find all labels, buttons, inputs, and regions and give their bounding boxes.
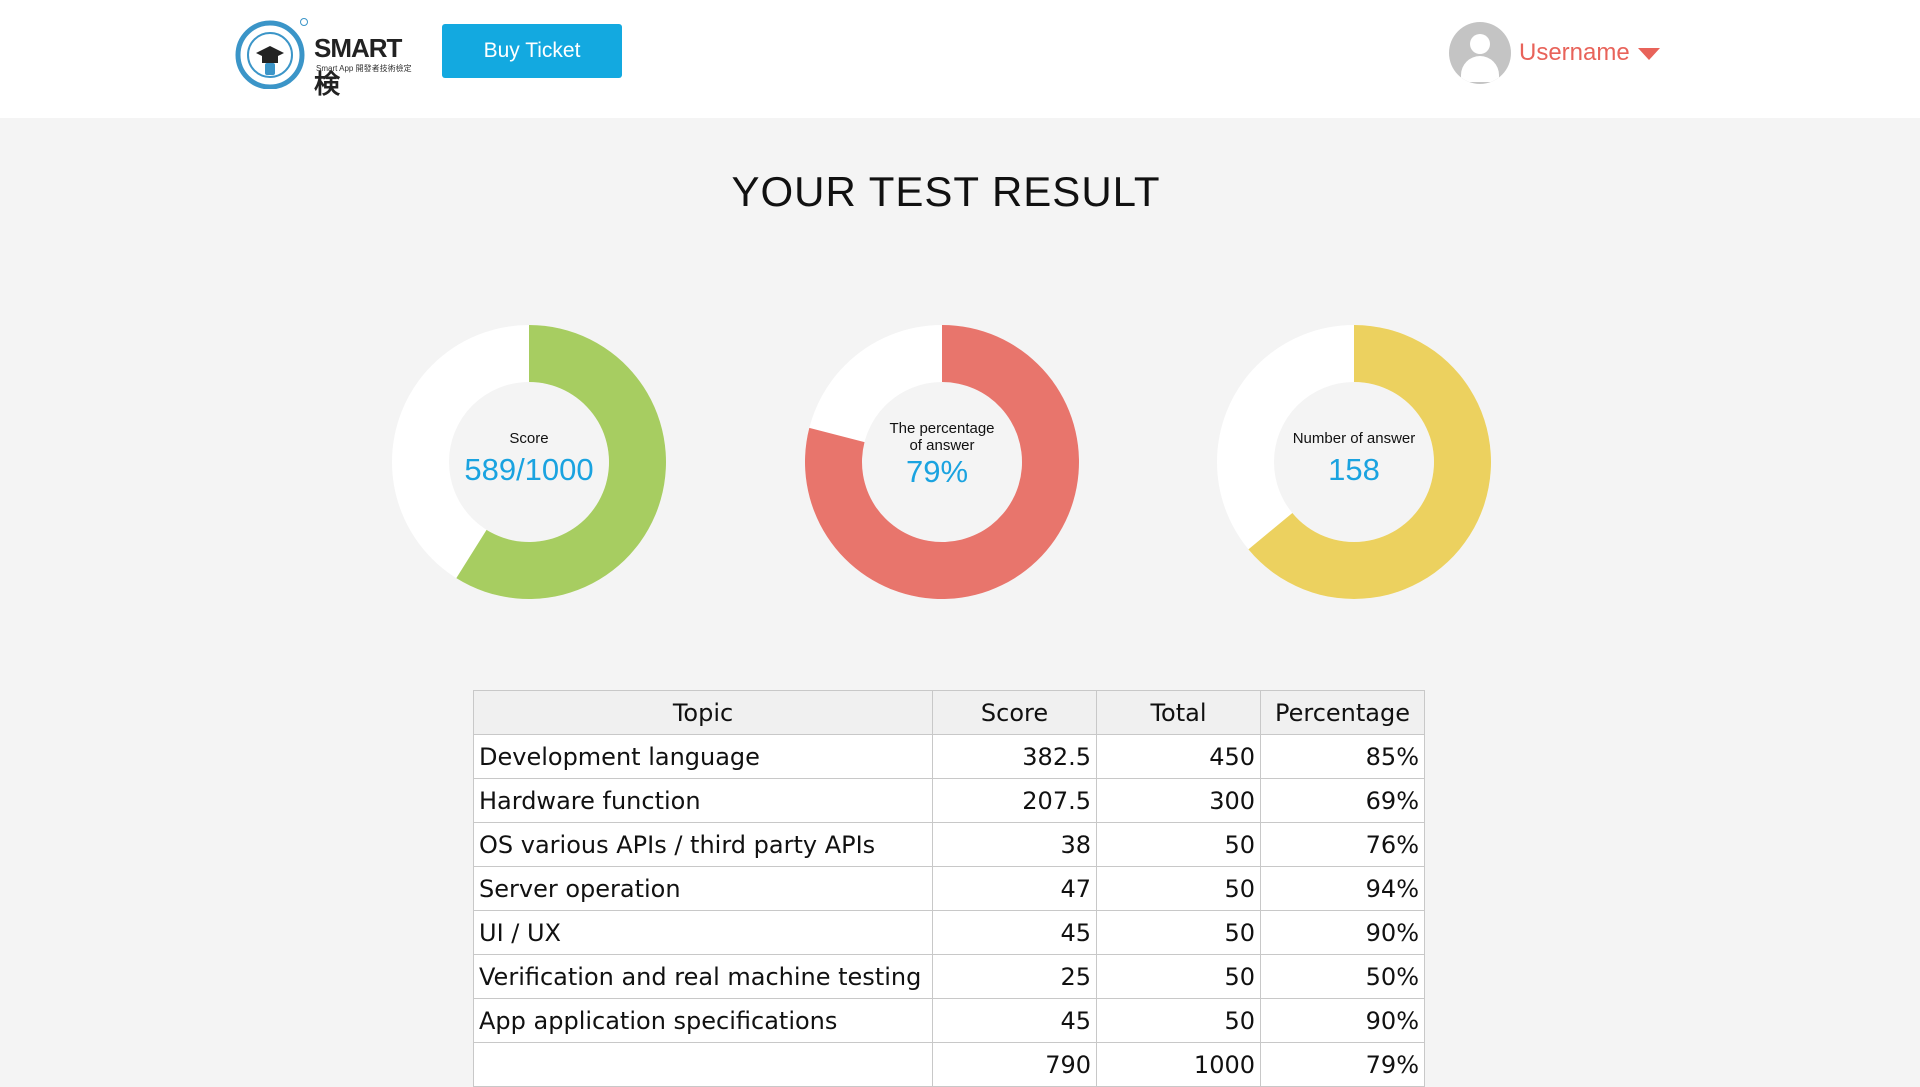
logo-subtitle: Smart App 開發者技術檢定: [316, 64, 412, 73]
table-row: UI / UX 45 50 90%: [473, 910, 1425, 955]
cell-score: 45: [932, 998, 1097, 1043]
username-label[interactable]: Username: [1519, 39, 1630, 66]
table-total-row: 790 1000 79%: [473, 1042, 1425, 1087]
result-table: Topic Score Total Percentage Development…: [473, 690, 1425, 1087]
table-row: Hardware function 207.5 300 69%: [473, 778, 1425, 823]
cell-total: 450: [1096, 734, 1261, 779]
header-topic: Topic: [473, 690, 933, 735]
top-header: SMART検 Smart App 開發者技術檢定 Buy Ticket User…: [0, 0, 1920, 118]
cell-topic: Server operation: [473, 866, 933, 911]
user-menu[interactable]: Username: [1449, 22, 1660, 84]
cell-total: 50: [1096, 822, 1261, 867]
percentage-label-line2: of answer: [909, 437, 975, 454]
percentage-label-line1: The percentage: [889, 420, 995, 437]
answers-label: Number of answer: [1292, 430, 1416, 447]
cell-topic: App application specifications: [473, 998, 933, 1043]
donut-segment: [1248, 325, 1491, 599]
cell-percentage: 90%: [1260, 998, 1425, 1043]
cell-score: 45: [932, 910, 1097, 955]
cell-percentage: 69%: [1260, 778, 1425, 823]
donut-segment: [456, 325, 666, 599]
logo-wordmark: SMART検: [314, 33, 402, 99]
score-value: 589/1000: [464, 452, 594, 487]
answers-donut-svg: [1217, 325, 1491, 599]
caret-down-icon[interactable]: [1637, 48, 1660, 60]
cell-percentage: 50%: [1260, 954, 1425, 999]
percentage-value: 79%: [905, 454, 969, 489]
cell-percentage: 85%: [1260, 734, 1425, 779]
cell-topic: Verification and real machine testing: [473, 954, 933, 999]
cell-topic: UI / UX: [473, 910, 933, 955]
percentage-donut-svg: [805, 325, 1079, 599]
cell-score: 47: [932, 866, 1097, 911]
cell-score: 382.5: [932, 734, 1097, 779]
cell-score: 207.5: [932, 778, 1097, 823]
table-row: OS various APIs / third party APIs 38 50 76…: [473, 822, 1425, 867]
cell-total: 300: [1096, 778, 1261, 823]
logo-badge-icon: [235, 18, 308, 90]
cell-topic: Development language: [473, 734, 933, 779]
percentage-donut-chart: The percentage of answer 79%: [802, 322, 1082, 602]
buy-ticket-button[interactable]: Buy Ticket: [442, 24, 622, 78]
header-percentage: Percentage: [1260, 690, 1425, 735]
cell-total: 50: [1096, 998, 1261, 1043]
table-row: Development language 382.5 450 85%: [473, 734, 1425, 779]
cell-score: 25: [932, 954, 1097, 999]
table-row: App application specifications 45 50 90%: [473, 998, 1425, 1043]
cell-score: 38: [932, 822, 1097, 867]
header-score: Score: [932, 690, 1097, 735]
table-header-row: Topic Score Total Percentage: [473, 690, 1425, 735]
header-total: Total: [1096, 690, 1261, 735]
cell-percentage: 90%: [1260, 910, 1425, 955]
score-donut-svg: [392, 325, 666, 599]
cell-total: 50: [1096, 954, 1261, 999]
cell-percentage: 76%: [1260, 822, 1425, 867]
cell-total: 1000: [1096, 1042, 1261, 1087]
score-donut-chart: Score 589/1000: [389, 322, 669, 602]
donut-segment: [805, 325, 1079, 599]
score-label: Score: [509, 430, 549, 447]
table-row: Verification and real machine testing 25 5…: [473, 954, 1425, 999]
page-title: YOUR TEST RESULT: [731, 168, 1161, 215]
answers-value: 158: [1328, 452, 1380, 487]
answers-donut-chart: Number of answer 158: [1214, 322, 1494, 602]
table-row: Server operation 47 50 94%: [473, 866, 1425, 911]
cell-total: 50: [1096, 866, 1261, 911]
user-avatar-icon[interactable]: [1449, 22, 1511, 84]
cell-topic: OS various APIs / third party APIs: [473, 822, 933, 867]
cell-total: 50: [1096, 910, 1261, 955]
cell-topic: Hardware function: [473, 778, 933, 823]
cell-percentage: 94%: [1260, 866, 1425, 911]
smartapp-logo[interactable]: SMART検 Smart App 開發者技術檢定: [234, 17, 414, 99]
